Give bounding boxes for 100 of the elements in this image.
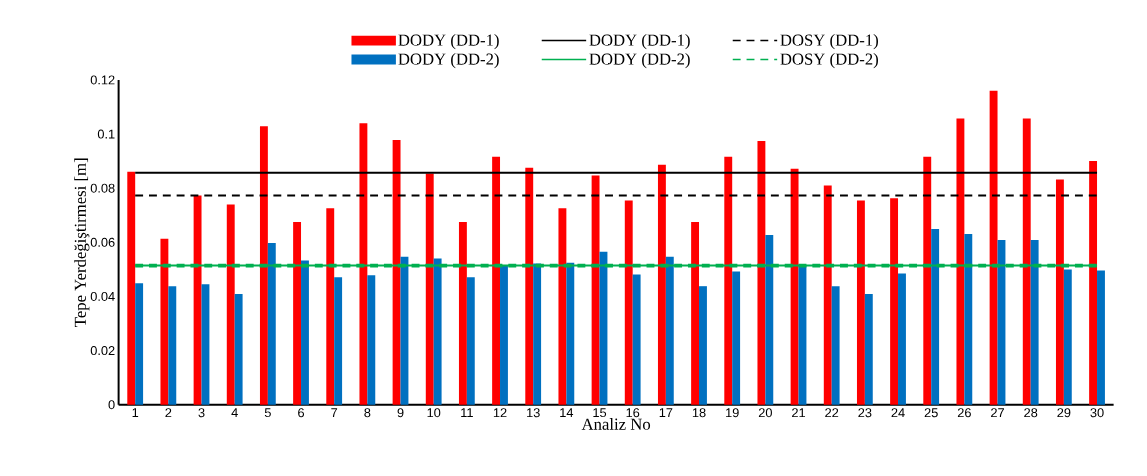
bar xyxy=(989,90,998,405)
bar xyxy=(566,262,575,405)
x-tick-label: 30 xyxy=(1090,408,1104,418)
x-tick-label: 7 xyxy=(331,408,338,418)
bar xyxy=(765,235,774,405)
x-tick-label: 21 xyxy=(792,408,806,418)
x-tick-label: 29 xyxy=(1057,408,1071,418)
bar xyxy=(1097,270,1105,405)
x-tick-label: 22 xyxy=(825,408,839,418)
bar xyxy=(425,173,434,405)
bar xyxy=(168,286,177,405)
bar xyxy=(558,208,567,405)
x-tick-label: 16 xyxy=(626,408,640,418)
y-tick-label: 0.1 xyxy=(97,129,115,139)
bar xyxy=(326,208,335,405)
bar xyxy=(624,200,633,405)
x-tick-label: 1 xyxy=(132,408,139,418)
bar xyxy=(193,195,202,405)
bar xyxy=(458,222,467,405)
bar xyxy=(956,118,965,405)
bar xyxy=(724,156,733,405)
x-tick-label: 10 xyxy=(427,408,441,418)
bar xyxy=(259,126,268,405)
x-tick-label: 18 xyxy=(692,408,706,418)
bar xyxy=(226,204,235,405)
x-tick-label: 14 xyxy=(560,408,574,418)
bar xyxy=(160,238,169,405)
legend-label: DODY (DD-2) xyxy=(398,53,499,69)
x-tick-label: 5 xyxy=(264,408,271,418)
legend-label: DODY (DD-2) xyxy=(589,53,690,69)
bar xyxy=(1030,240,1039,405)
y-tick-label: 0.06 xyxy=(90,237,115,247)
bar xyxy=(691,222,700,405)
x-tick-label: 9 xyxy=(397,408,404,418)
y-tick-label: 0.02 xyxy=(90,346,115,356)
x-tick-label: 24 xyxy=(891,408,905,418)
x-tick-label: 17 xyxy=(659,408,673,418)
bar xyxy=(665,256,674,405)
x-tick-label: 13 xyxy=(527,408,540,418)
bar xyxy=(856,200,865,405)
legend-label: DOSY (DD-1) xyxy=(780,34,878,50)
bar xyxy=(359,123,368,405)
bar xyxy=(466,277,475,405)
y-tick-label: 0.04 xyxy=(90,292,115,302)
x-tick-label: 15 xyxy=(593,408,607,418)
y-tick-label: 0 xyxy=(108,400,115,410)
legend-label: DODY (DD-1) xyxy=(398,34,499,50)
x-tick-label: 27 xyxy=(991,408,1004,418)
x-tick-label: 26 xyxy=(957,408,971,418)
bar xyxy=(1055,179,1064,405)
x-tick-label: 23 xyxy=(858,408,872,418)
bar xyxy=(964,234,973,405)
bar xyxy=(135,283,144,405)
x-tick-label: 28 xyxy=(1024,408,1038,418)
bar xyxy=(433,258,442,405)
y-tick-label: 0.12 xyxy=(90,75,115,85)
bar xyxy=(392,140,401,405)
x-tick-label: 12 xyxy=(493,408,507,418)
bar xyxy=(591,175,600,405)
x-tick-label: 2 xyxy=(165,408,172,418)
x-tick-label: 19 xyxy=(726,408,739,418)
x-tick-label: 6 xyxy=(298,408,305,418)
bar xyxy=(293,222,302,405)
bar xyxy=(931,229,940,405)
x-tick-label: 20 xyxy=(758,408,772,418)
bar xyxy=(632,274,641,405)
x-tick-label: 4 xyxy=(231,408,238,418)
x-axis-title: Analiz No xyxy=(581,418,651,430)
legend-label: DOSY (DD-2) xyxy=(780,53,878,69)
bar xyxy=(1089,160,1098,405)
bar xyxy=(732,271,741,405)
bar xyxy=(500,265,508,405)
bar xyxy=(657,164,666,405)
bar xyxy=(367,275,376,405)
legend-label: DODY (DD-1) xyxy=(589,34,690,50)
bar xyxy=(525,167,534,405)
bar xyxy=(923,156,932,405)
bar xyxy=(234,294,243,405)
bar xyxy=(864,294,873,405)
bar xyxy=(790,168,799,405)
x-tick-label: 3 xyxy=(198,408,205,418)
x-tick-label: 8 xyxy=(364,408,371,418)
bar xyxy=(1022,118,1031,405)
bar xyxy=(533,263,542,405)
bar xyxy=(823,185,832,405)
bar xyxy=(898,273,906,405)
bar xyxy=(334,277,343,405)
bar xyxy=(1063,269,1072,405)
y-tick-label: 0.08 xyxy=(90,183,115,193)
bar xyxy=(831,286,840,405)
bar xyxy=(127,171,136,405)
x-tick-label: 11 xyxy=(461,408,473,418)
bar xyxy=(301,260,309,405)
y-axis-title: Tepe Yerdeğiştirmesi [m] xyxy=(74,158,90,328)
bar xyxy=(699,286,707,405)
bar xyxy=(492,156,501,405)
x-tick-label: 25 xyxy=(924,408,938,418)
bar xyxy=(890,198,899,405)
bar xyxy=(267,242,276,405)
bar xyxy=(757,141,766,405)
